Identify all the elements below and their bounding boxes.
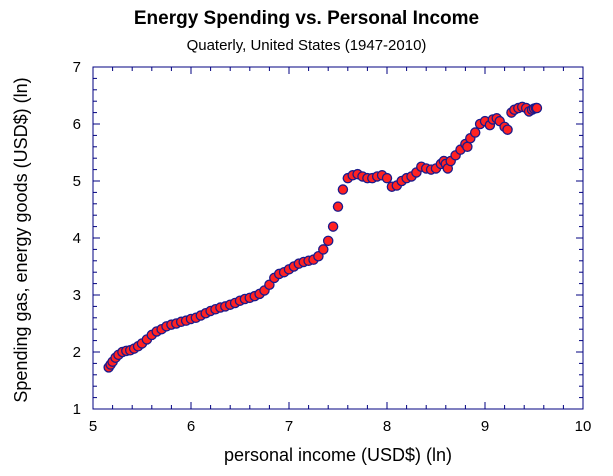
data-point — [332, 201, 344, 212]
y-tick-label: 1 — [73, 401, 81, 418]
chart-title: Energy Spending vs. Personal Income — [133, 8, 480, 29]
data-point — [462, 141, 473, 153]
y-tick-label: 3 — [73, 287, 81, 304]
y-tick-label: 7 — [73, 59, 81, 76]
x-tick-label: 6 — [187, 418, 195, 435]
data-point — [322, 235, 334, 247]
x-tick-label: 9 — [481, 418, 489, 435]
data-points — [103, 101, 543, 373]
data-point — [337, 184, 349, 195]
data-point — [327, 221, 339, 232]
x-tick-label: 8 — [383, 418, 391, 435]
data-point — [318, 244, 329, 255]
x-tick-label: 10 — [575, 418, 592, 435]
y-tick-label: 4 — [73, 230, 81, 247]
data-point — [502, 124, 513, 135]
x-tick-label: 5 — [89, 418, 97, 435]
plot-frame — [92, 66, 584, 410]
x-tick-label: 7 — [285, 418, 293, 435]
data-point — [531, 102, 543, 114]
axis-ticks — [92, 66, 584, 410]
tick-labels: 5 6 7 8 9 10 1 2 3 4 5 6 7 — [73, 59, 592, 435]
y-tick-label: 5 — [73, 173, 81, 190]
y-tick-label: 2 — [73, 344, 81, 361]
x-axis-title: personal income (USD$) (ln) — [224, 445, 452, 465]
data-point — [469, 127, 481, 138]
y-tick-label: 6 — [73, 116, 81, 133]
chart-subtitle: Quaterly, United States (1947-2010) — [186, 37, 427, 54]
y-axis-title: Spending gas, energy goods (USD$) (ln) — [11, 77, 31, 402]
data-point — [381, 172, 393, 184]
